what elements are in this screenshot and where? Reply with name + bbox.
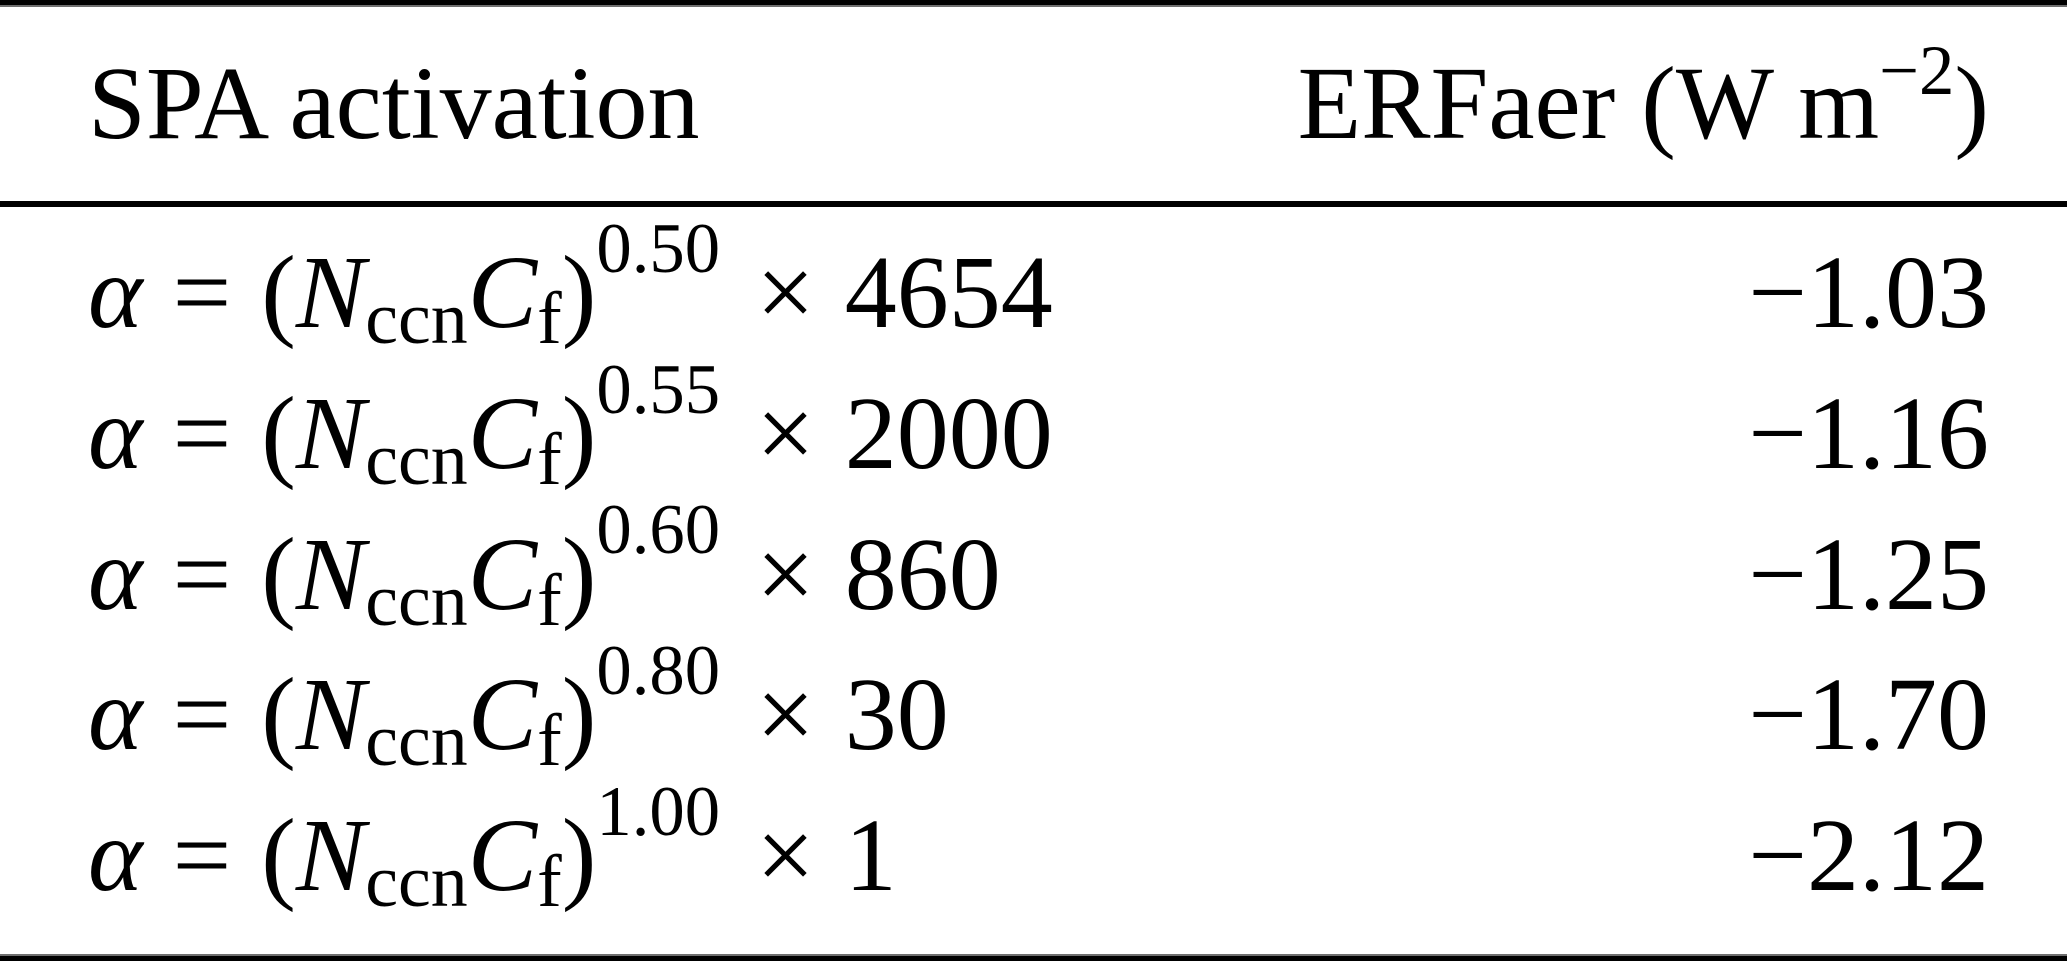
spa-activation-formula: α = (NccnCf)0.80 × 30 — [88, 636, 949, 778]
times-sign: × — [756, 235, 815, 350]
equals-sign: = — [172, 516, 232, 632]
cf-symbol: C — [467, 516, 538, 632]
table-row: α = (NccnCf)0.55 × 2000 −1.16 — [88, 354, 1989, 496]
nccn-symbol: N — [295, 657, 366, 773]
erfaer-value: −1.03 — [1748, 235, 1989, 350]
erfaer-unit-exponent: −2 — [1879, 32, 1955, 111]
close-paren: ) — [561, 235, 597, 350]
nccn-subscript: ccn — [365, 417, 468, 500]
close-paren: ) — [561, 375, 597, 491]
open-paren: ( — [261, 516, 296, 632]
table-row: α = (NccnCf)0.50 × 4654 −1.03 — [88, 213, 1989, 355]
exponent-value: 0.80 — [596, 632, 721, 711]
equals-sign: = — [172, 375, 232, 491]
erfaer-value: −1.16 — [1748, 375, 1989, 491]
table-header-row: SPA activation ERFaer (W m−2) — [0, 7, 2067, 201]
close-paren: ) — [561, 657, 597, 773]
open-paren: ( — [261, 375, 296, 491]
equals-sign: = — [172, 657, 232, 773]
alpha-symbol: α — [88, 375, 143, 491]
times-sign: × — [756, 516, 815, 632]
scale-factor: 4654 — [844, 235, 1053, 350]
cf-symbol: C — [467, 798, 538, 913]
table-row: α = (NccnCf)1.00 × 1 −2.12 — [88, 776, 1989, 918]
alpha-symbol: α — [88, 657, 143, 773]
spa-activation-formula: α = (NccnCf)0.50 × 4654 — [88, 213, 1053, 355]
cf-symbol: C — [467, 657, 538, 773]
cf-subscript: f — [537, 277, 562, 360]
exponent-value: 0.50 — [596, 209, 721, 288]
equals-sign: = — [172, 235, 232, 350]
nccn-symbol: N — [295, 798, 366, 913]
column-header-erfaer: ERFaer (W m−2) — [1298, 36, 1989, 156]
spa-activation-formula: α = (NccnCf)0.55 × 2000 — [88, 354, 1053, 496]
nccn-symbol: N — [295, 235, 366, 350]
spa-activation-formula: α = (NccnCf)1.00 × 1 — [88, 776, 897, 918]
exponent-value: 0.55 — [596, 350, 721, 429]
nccn-subscript: ccn — [365, 277, 468, 360]
open-paren: ( — [261, 657, 296, 773]
scale-factor: 860 — [844, 516, 1001, 632]
exponent-value: 0.60 — [596, 491, 721, 570]
close-paren: ) — [561, 798, 597, 913]
times-sign: × — [756, 657, 815, 773]
column-header-spa-activation: SPA activation — [88, 46, 700, 161]
equals-sign: = — [172, 798, 232, 913]
nccn-symbol: N — [295, 516, 366, 632]
nccn-symbol: N — [295, 375, 366, 491]
table-body: α = (NccnCf)0.50 × 4654 −1.03 α = (NccnCf)0.55… — [0, 207, 2067, 954]
alpha-symbol: α — [88, 516, 143, 632]
exponent-value: 1.00 — [596, 772, 721, 851]
cf-subscript: f — [537, 699, 562, 782]
alpha-symbol: α — [88, 798, 143, 913]
top-rule-thin — [0, 5, 2067, 7]
cf-symbol: C — [467, 375, 538, 491]
close-paren: ) — [561, 516, 597, 632]
cf-symbol: C — [467, 235, 538, 350]
spa-activation-formula: α = (NccnCf)0.60 × 860 — [88, 495, 1001, 637]
erfaer-unit-prefix: ERFaer (W m — [1297, 46, 1880, 161]
alpha-symbol: α — [88, 235, 143, 350]
nccn-subscript: ccn — [365, 699, 468, 782]
cf-subscript: f — [537, 840, 562, 923]
open-paren: ( — [261, 798, 296, 913]
times-sign: × — [756, 375, 815, 491]
cf-subscript: f — [537, 417, 562, 500]
nccn-subscript: ccn — [365, 840, 468, 923]
erfaer-unit-suffix: ) — [1954, 46, 1989, 161]
top-rule-thick — [0, 0, 2067, 5]
erfaer-value: −1.25 — [1748, 516, 1989, 632]
scale-factor: 30 — [844, 657, 949, 773]
erfaer-value: −2.12 — [1748, 798, 1989, 913]
times-sign: × — [756, 798, 815, 913]
nccn-subscript: ccn — [365, 558, 468, 641]
scale-factor: 2000 — [844, 375, 1053, 491]
erfaer-value: −1.70 — [1748, 657, 1989, 773]
bottom-rule-thin — [0, 954, 2067, 956]
table-row: α = (NccnCf)0.60 × 860 −1.25 — [88, 495, 1989, 637]
scale-factor: 1 — [844, 798, 897, 913]
table-row: α = (NccnCf)0.80 × 30 −1.70 — [88, 636, 1989, 778]
bottom-rule-thick — [0, 956, 2067, 961]
open-paren: ( — [261, 235, 296, 350]
header-separator-rule — [0, 201, 2067, 207]
cf-subscript: f — [537, 558, 562, 641]
